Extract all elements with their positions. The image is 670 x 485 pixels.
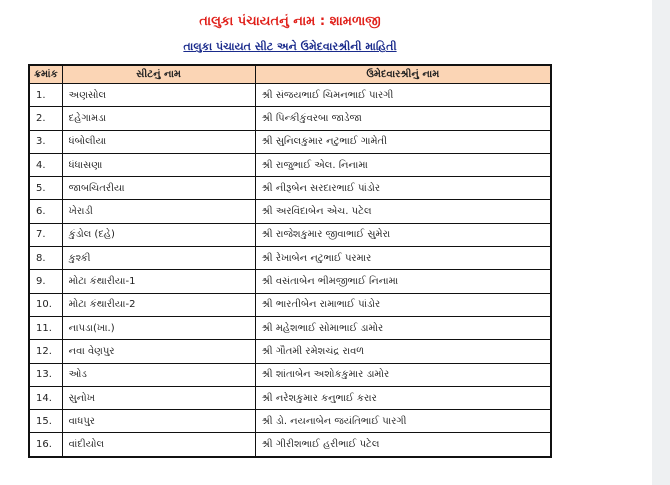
serial-cell: 8. bbox=[28, 246, 63, 271]
seat-name-cell: જાબચિતરીયા bbox=[61, 176, 256, 201]
seat-name-cell: મોટા કંથારીયા-1 bbox=[61, 269, 256, 294]
seat-name-cell: નવા વેણપુર bbox=[61, 339, 256, 364]
serial-cell: 5. bbox=[28, 176, 63, 201]
seat-name-cell: ધંધાસણા bbox=[61, 152, 256, 178]
seat-name-cell: અણસોલ bbox=[61, 82, 256, 108]
serial-cell: 1. bbox=[28, 82, 63, 108]
table-row: 9. મોટા કંથારીયા-1 શ્રી વસંતાબેન ભીમજીભાઈ … bbox=[28, 269, 552, 294]
serial-cell: 12. bbox=[28, 339, 63, 364]
table-row: 4. ધંધાસણા શ્રી રાજુભાઈ એલ. નિનામા bbox=[28, 152, 552, 178]
seat-name-cell: સુનોખ bbox=[61, 385, 256, 411]
seat-name-cell: મોટા કંથારીયા-2 bbox=[61, 292, 256, 317]
serial-cell: 15. bbox=[28, 409, 63, 434]
seat-name-cell: કુશ્કી bbox=[61, 246, 256, 271]
page-subtitle: તાલુકા પંચાયત સીટ અને ઉમેદવારશ્રીની માહિ… bbox=[183, 40, 397, 53]
serial-cell: 14. bbox=[28, 385, 63, 411]
page-title: તાલુકા પંચાયતનું નામ : શામળાજી bbox=[199, 14, 381, 29]
candidate-name-cell: શ્રી સુનિલકુમાર નટુભાઈ ગામેતી bbox=[254, 129, 552, 154]
serial-cell: 16. bbox=[28, 432, 63, 458]
serial-cell: 3. bbox=[28, 129, 63, 154]
candidate-name-cell: શ્રી ગીરીશભાઈ હરીભાઈ પટેલ bbox=[254, 432, 552, 458]
serial-cell: 6. bbox=[28, 199, 63, 224]
table-row: 3. ધંબોલીયા શ્રી સુનિલકુમાર નટુભાઈ ગામેતી bbox=[28, 129, 552, 154]
table-row: 5. જાબચિતરીયા શ્રી નીરૂબેન સરદારભાઈ પાંડોર bbox=[28, 176, 552, 201]
seat-name-cell: કુંડોલ (દહે) bbox=[61, 222, 256, 248]
serial-cell: 4. bbox=[28, 152, 63, 178]
seat-name-cell: ધંબોલીયા bbox=[61, 129, 256, 154]
candidate-name-cell: શ્રી રેખાબેન નટુભાઈ પરમાર bbox=[254, 246, 552, 271]
header-serial: ક્રમાંક bbox=[28, 64, 63, 84]
header-candidate-name: ઉમેદવારશ્રીનું નામ bbox=[254, 64, 552, 84]
candidate-name-cell: શ્રી ગૌતમી રમેશચંદ્ર રાવળ bbox=[254, 339, 552, 364]
serial-cell: 13. bbox=[28, 362, 63, 387]
table-row: 1. અણસોલ શ્રી સંજયભાઈ ચિમનભાઈ પારગી bbox=[28, 82, 552, 108]
table-row: 15. વાધપુર શ્રી ડો. નયનાબેન જયંતિભાઈ પારગી bbox=[28, 409, 552, 434]
document-page: તાલુકા પંચાયતનું નામ : શામળાજી તાલુકા પં… bbox=[0, 0, 652, 485]
serial-cell: 2. bbox=[28, 106, 63, 131]
seat-name-cell: ખેરાડી bbox=[61, 199, 256, 224]
table-row: 10. મોટા કંથારીયા-2 શ્રી ભારતીબેન રામાભાઈ … bbox=[28, 292, 552, 317]
candidate-name-cell: શ્રી વસંતાબેન ભીમજીભાઈ નિનામા bbox=[254, 269, 552, 294]
candidate-name-cell: શ્રી નીરૂબેન સરદારભાઈ પાંડોર bbox=[254, 176, 552, 201]
candidate-name-cell: શ્રી મહેશભાઈ સોમાભાઈ ડામોર bbox=[254, 315, 552, 341]
seat-name-cell: નાપડા(ખા.) bbox=[61, 315, 256, 341]
table-row: 6. ખેરાડી શ્રી અરવિંદાબેન એચ. પટેલ bbox=[28, 199, 552, 224]
table-row: 16. વાંદીયોલ શ્રી ગીરીશભાઈ હરીભાઈ પટેલ bbox=[28, 432, 552, 458]
seat-name-cell: વાંદીયોલ bbox=[61, 432, 256, 458]
serial-cell: 9. bbox=[28, 269, 63, 294]
table-row: 7. કુંડોલ (દહે) શ્રી રાજેશકુમાર જીવાભાઈ સુ… bbox=[28, 222, 552, 248]
candidate-name-cell: શ્રી નરેશકુમાર કનુભાઈ કરાર bbox=[254, 385, 552, 411]
table-row: 11. નાપડા(ખા.) શ્રી મહેશભાઈ સોમાભાઈ ડામોર bbox=[28, 315, 552, 341]
serial-cell: 11. bbox=[28, 315, 63, 341]
header-seat-name: સીટનું નામ bbox=[61, 64, 256, 84]
table-row: 14. સુનોખ શ્રી નરેશકુમાર કનુભાઈ કરાર bbox=[28, 385, 552, 411]
candidate-name-cell: શ્રી શાંતાબેન અશોકકુમાર ડામોર bbox=[254, 362, 552, 387]
seat-name-cell: વાધપુર bbox=[61, 409, 256, 434]
candidate-name-cell: શ્રી રાજેશકુમાર જીવાભાઈ સુમેરા bbox=[254, 222, 552, 248]
candidate-name-cell: શ્રી સંજયભાઈ ચિમનભાઈ પારગી bbox=[254, 82, 552, 108]
candidate-name-cell: શ્રી પિન્કીકુંવરબા જાડેજા bbox=[254, 106, 552, 131]
candidate-name-cell: શ્રી ડો. નયનાબેન જયંતિભાઈ પારગી bbox=[254, 409, 552, 434]
serial-cell: 7. bbox=[28, 222, 63, 248]
candidate-name-cell: શ્રી અરવિંદાબેન એચ. પટેલ bbox=[254, 199, 552, 224]
table-row: 8. કુશ્કી શ્રી રેખાબેન નટુભાઈ પરમાર bbox=[28, 246, 552, 271]
seat-name-cell: ઓડ bbox=[61, 362, 256, 387]
serial-cell: 10. bbox=[28, 292, 63, 317]
candidates-table: ક્રમાંક સીટનું નામ ઉમેદવારશ્રીનું નામ 1.… bbox=[28, 64, 552, 458]
candidate-name-cell: શ્રી ભારતીબેન રામાભાઈ પાંડોર bbox=[254, 292, 552, 317]
table-row: 13. ઓડ શ્રી શાંતાબેન અશોકકુમાર ડામોર bbox=[28, 362, 552, 387]
candidate-name-cell: શ્રી રાજુભાઈ એલ. નિનામા bbox=[254, 152, 552, 178]
seat-name-cell: દહેગામડા bbox=[61, 106, 256, 131]
table-row: 12. નવા વેણપુર શ્રી ગૌતમી રમેશચંદ્ર રાવળ bbox=[28, 339, 552, 364]
table-header-row: ક્રમાંક સીટનું નામ ઉમેદવારશ્રીનું નામ bbox=[28, 64, 552, 84]
table-row: 2. દહેગામડા શ્રી પિન્કીકુંવરબા જાડેજા bbox=[28, 106, 552, 131]
